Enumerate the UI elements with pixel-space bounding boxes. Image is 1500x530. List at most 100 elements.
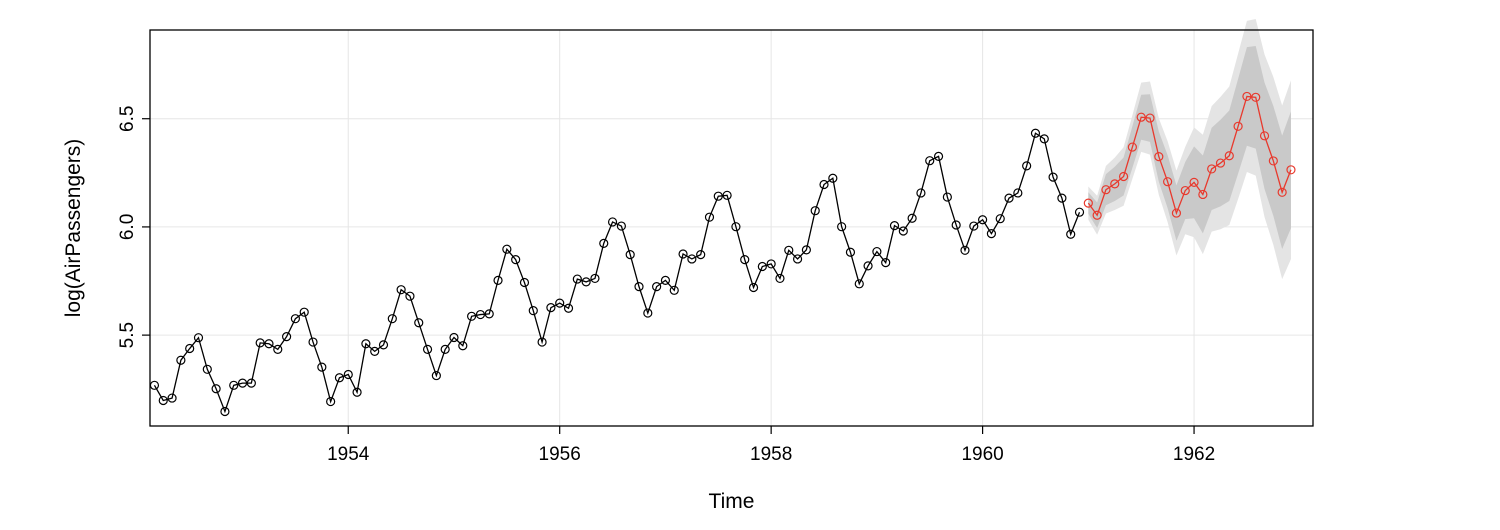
forecast-point [1198, 189, 1208, 200]
observed-point [563, 303, 574, 313]
observed-point [193, 333, 204, 343]
observed-point [475, 309, 486, 320]
observed-point [757, 261, 767, 272]
forecast-point [1207, 164, 1217, 174]
observed-point [863, 261, 873, 271]
forecast-point [1189, 177, 1199, 187]
y-tick-label: 6.0 [117, 214, 138, 240]
observed-point [202, 364, 212, 374]
plot-frame [149, 29, 1314, 427]
observed-point [1048, 172, 1058, 182]
observed-point [572, 274, 582, 284]
observed-point [370, 346, 380, 356]
observed-point [660, 275, 671, 285]
y-axis-title: log(AirPassengers) [62, 139, 85, 318]
observed-point [422, 344, 433, 354]
observed-point [255, 338, 265, 348]
forecast-point [1118, 171, 1129, 182]
observed-point [1066, 229, 1076, 239]
forecast-point [1233, 121, 1243, 131]
observed-point [334, 373, 345, 383]
observed-point [792, 254, 803, 264]
forecast-point [1215, 158, 1226, 168]
observed-point [845, 247, 856, 257]
observed-point [616, 221, 626, 231]
observed-point [590, 273, 600, 284]
observed-point [634, 282, 644, 292]
observed-point [281, 332, 292, 342]
observed-point [414, 318, 424, 328]
series-layer [149, 91, 1296, 417]
observed-line [153, 132, 1081, 414]
axes: 1954 1956 1958 1960 1962 5.5 6.0 6.5 [117, 106, 1215, 465]
observed-point [872, 246, 882, 257]
observed-point [440, 344, 450, 354]
forecast-point [1127, 142, 1137, 152]
forecast-point [1180, 185, 1190, 196]
observed-point [881, 258, 891, 268]
forecast-point [1242, 91, 1252, 102]
observed-point [1030, 128, 1041, 138]
observed-point [484, 309, 494, 319]
observed-point [246, 378, 256, 388]
observed-point [951, 220, 961, 230]
observed-point [1004, 193, 1014, 203]
forecast-point [1251, 92, 1261, 102]
observed-point [898, 226, 908, 236]
forecast-point [1277, 187, 1287, 197]
observed-point [933, 151, 944, 161]
forecast-point [1136, 112, 1146, 122]
forecast-80-band [1088, 46, 1291, 249]
observed-point [528, 306, 538, 316]
observed-point [361, 339, 371, 349]
observed-point [669, 285, 679, 295]
observed-point [625, 250, 635, 260]
observed-point [713, 191, 723, 201]
observed-point [308, 337, 318, 347]
observed-point [220, 406, 230, 417]
observed-point [969, 221, 979, 231]
observed-point [704, 212, 715, 222]
observed-point [467, 311, 477, 321]
forecast-point [1286, 165, 1296, 175]
observed-point [978, 215, 988, 225]
forecast-point [1259, 131, 1270, 141]
observed-point [643, 308, 653, 318]
observed-point [387, 314, 397, 324]
observed-point [837, 222, 847, 232]
observed-point [607, 217, 618, 227]
observed-point [925, 156, 935, 166]
observed-point [581, 277, 591, 287]
observed-point [1039, 134, 1049, 144]
observed-point [405, 291, 415, 301]
forecast-point [1154, 151, 1164, 162]
observed-point [986, 229, 997, 239]
observed-point [907, 213, 917, 223]
observed-point [511, 254, 521, 265]
observed-point [167, 393, 177, 403]
observed-point [290, 314, 301, 324]
x-tick-label: 1960 [961, 444, 1003, 465]
observed-point [819, 179, 829, 190]
x-tick-label: 1958 [750, 444, 792, 465]
forecast-point [1145, 113, 1155, 123]
observed-point [1022, 161, 1032, 171]
observed-point [229, 380, 239, 390]
forecast-point [1110, 179, 1120, 189]
observed-point [502, 244, 512, 254]
forecast-point [1083, 198, 1093, 208]
observed-point [555, 298, 565, 308]
observed-point [889, 221, 900, 231]
y-tick-label: 5.5 [117, 322, 138, 348]
forecast-interval-bands [1088, 18, 1291, 280]
observed-point [449, 332, 459, 343]
observed-point [854, 279, 864, 289]
observed-point [431, 370, 441, 381]
observed-point [766, 259, 776, 269]
observed-point [176, 355, 186, 365]
observed-point [810, 206, 820, 216]
observed-point [678, 249, 688, 259]
observed-point [352, 387, 362, 397]
observed-point [722, 190, 732, 200]
